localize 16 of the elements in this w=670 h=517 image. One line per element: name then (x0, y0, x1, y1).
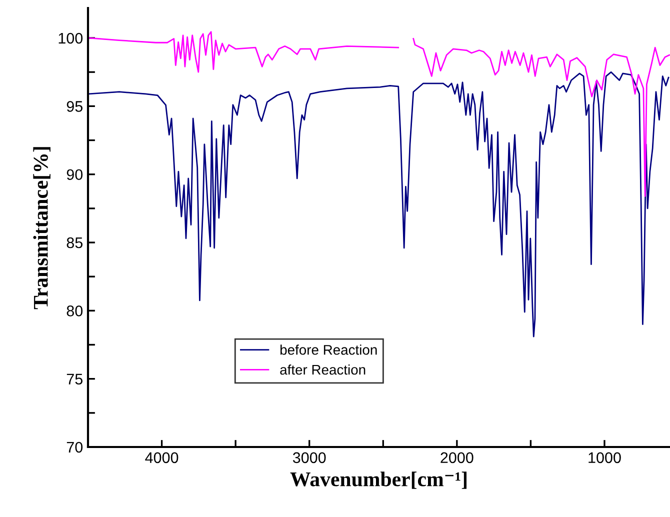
y-tick-label: 90 (66, 169, 83, 180)
x-axis-title: Wavenumber[cm⁻¹] (290, 472, 466, 489)
line-series (88, 71, 670, 338)
legend-label: before Reaction (280, 344, 377, 355)
y-tick-label: 70 (66, 442, 83, 453)
y-tick-label: 100 (58, 32, 83, 44)
x-tick-label: 4000 (145, 452, 178, 464)
y-axis-title: Transmittance[%] (33, 147, 50, 310)
x-tick-label: 1000 (588, 452, 621, 464)
y-tick-label: 85 (66, 237, 82, 248)
y-tick-label: 75 (66, 374, 82, 385)
y-tick-label: 95 (66, 101, 82, 112)
x-tick-label: 3000 (292, 452, 326, 464)
y-tick-label: 80 (66, 306, 83, 316)
x-tick-label: 2000 (440, 452, 474, 464)
legend-label: after Reaction (280, 364, 366, 375)
